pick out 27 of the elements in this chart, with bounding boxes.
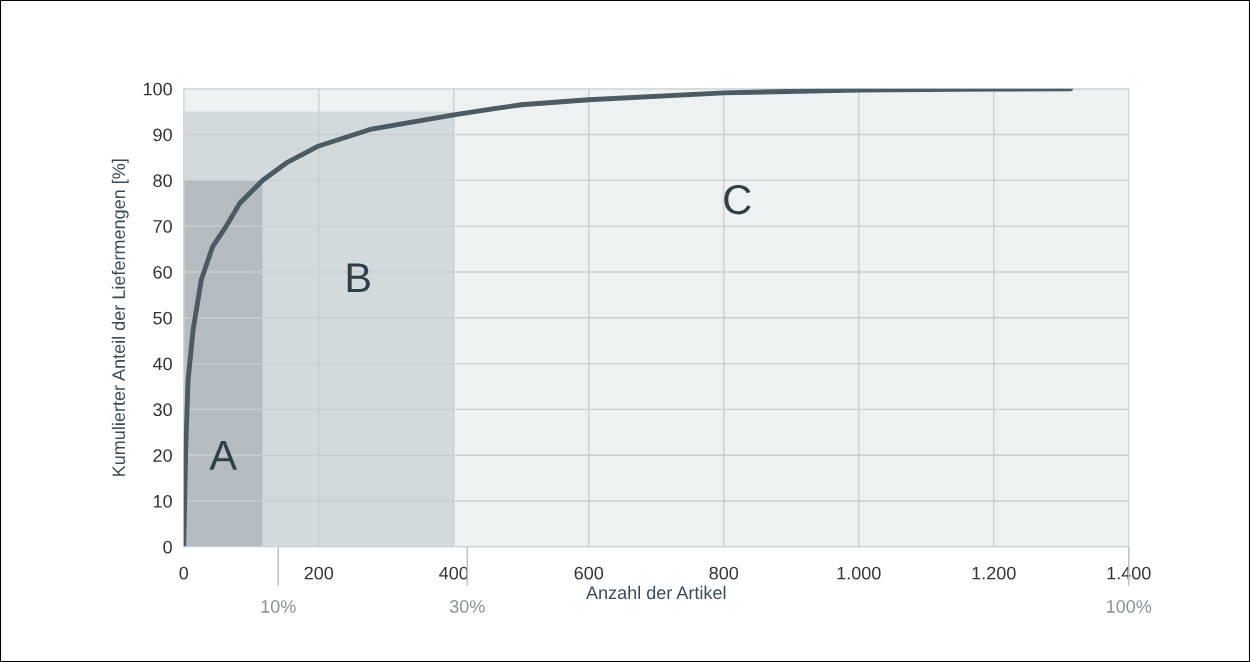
x-tick-label: 600 [574,566,604,580]
x-tick-label: 800 [709,566,739,580]
y-tick-label: 80 [153,174,172,188]
x-tick-label: 1.400 [1107,566,1151,580]
x-tick-label: 1.000 [837,566,881,580]
x2-tick-label: 100% [1107,600,1152,613]
y-axis-title: Kumulierter Anteil der Liefermengen [%] [111,159,129,476]
y-tick-label: 30 [153,403,172,417]
x-axis-title: Anzahl der Artikel [586,585,726,600]
x-tick-label: 0 [179,566,189,580]
y-tick-label: 90 [153,128,172,142]
x2-tick-label: 30% [449,600,485,613]
y-tick-label: 100 [143,82,172,96]
x2-tick-label: 10% [261,600,296,613]
y-tick-label: 20 [153,449,172,462]
y-tick-label: 0 [163,540,172,554]
annotation: C [724,184,751,215]
y-tick-label: 60 [153,265,172,279]
x-tick-label: 1.200 [972,566,1016,580]
annotation: A [209,440,238,470]
y-tick-label: 70 [153,220,172,233]
x-tick-label: 200 [304,566,334,580]
y-tick-label: 50 [153,311,172,325]
y-tick-label: 10 [153,494,172,508]
y-tick-label: 40 [152,357,172,371]
x-tick-label: 400 [439,566,469,580]
annotation: B [347,263,370,293]
